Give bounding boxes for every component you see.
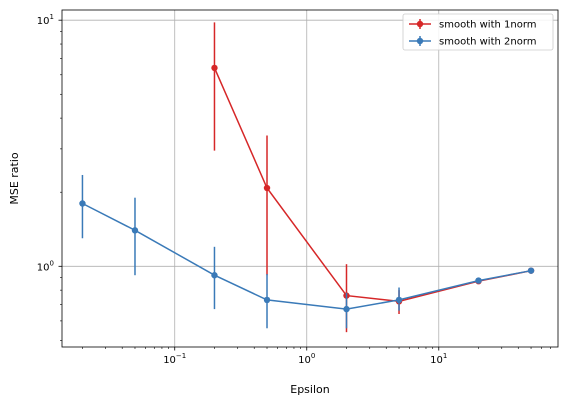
legend-box [402,13,554,51]
legend-item: smooth with 2norm [409,36,537,48]
series-2 [79,174,535,329]
x-tick-label: 101 [430,352,447,366]
data-point [131,227,139,234]
series-layer [79,22,535,333]
x-tick-label: 10−1 [163,352,186,366]
legend-marker [416,37,424,45]
data-point [211,272,218,279]
data-point [343,305,350,313]
legend: smooth with 1norm smooth with 2norm [402,13,554,51]
plot-area-frame [61,9,559,348]
legend-item: smooth with 1norm [409,19,537,31]
data-point [395,296,403,304]
y-axis-label: MSE ratio [8,152,21,205]
data-point [263,296,271,304]
x-axis-label: Epsilon [290,383,330,396]
grid-lines [62,10,558,347]
data-point [211,64,218,72]
series-line [82,202,532,310]
minor-ticks [60,31,551,349]
x-axis-ticks: 10−1 100 101 [163,347,447,366]
x-tick-label: 100 [298,352,315,366]
y-tick-label: 101 [37,13,54,27]
legend-label: smooth with 2norm [439,37,537,48]
y-tick-label: 100 [37,259,54,273]
data-point [263,184,271,192]
data-point [79,200,86,207]
data-point [475,277,482,284]
legend-marker [416,20,424,28]
y-axis-ticks: 100 101 [37,13,62,273]
data-point [527,267,535,274]
series-1 [211,22,535,333]
legend-label: smooth with 1norm [439,20,537,31]
